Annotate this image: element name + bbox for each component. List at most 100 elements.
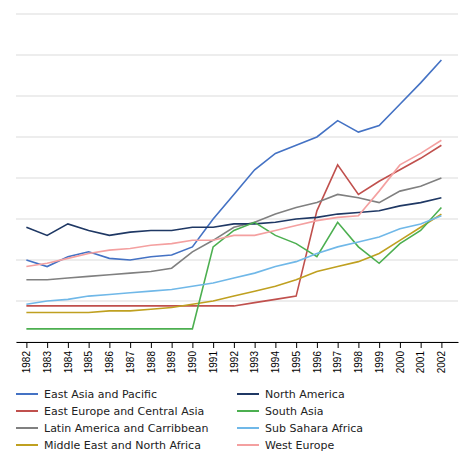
x-tick: 1997 (332, 342, 343, 373)
legend-label: East Europe and Central Asia (44, 405, 204, 418)
x-tick-label: 1982 (21, 351, 32, 374)
x-tick: 1995 (291, 342, 302, 373)
x-tick: 1996 (312, 342, 323, 373)
x-tick-label: 1996 (312, 351, 323, 374)
x-tick-label: 1991 (208, 351, 219, 374)
x-tick-mark (441, 342, 442, 348)
x-axis-line (17, 342, 459, 343)
legend-item: East Europe and Central Asia (16, 405, 204, 418)
x-tick: 1992 (229, 342, 240, 373)
x-tick-label: 1987 (125, 351, 136, 374)
x-tick-label: 1997 (332, 351, 343, 374)
x-tick-label: 1990 (187, 351, 198, 374)
legend-item: Latin America and Carribbean (16, 422, 209, 435)
legend-swatch (237, 427, 259, 429)
x-tick-mark (130, 342, 131, 348)
legend-item: South Asia (237, 405, 324, 418)
x-tick-mark (213, 342, 214, 348)
plot: 1982 1983 1984 1985 1986 1987 1988 1989 1990 1991… (16, 14, 459, 373)
x-tick: 1988 (146, 342, 157, 373)
x-tick-label: 1994 (270, 351, 281, 374)
grid-line (16, 178, 458, 179)
x-tick-mark (192, 342, 193, 348)
legend-swatch (16, 444, 38, 446)
x-tick-mark (358, 342, 359, 348)
x-tick-mark (400, 342, 401, 348)
x-tick: 1993 (249, 342, 260, 373)
x-tick-mark (109, 342, 110, 348)
x-tick: 2001 (415, 342, 426, 373)
x-tick-mark (26, 342, 27, 348)
series-line (26, 145, 441, 306)
x-tick-label: 2002 (436, 351, 447, 374)
x-tick-mark (275, 342, 276, 348)
x-tick-label: 1993 (249, 351, 260, 374)
x-tick: 1990 (187, 342, 198, 373)
legend-label: Sub Sahara Africa (265, 422, 363, 435)
legend-swatch (16, 410, 38, 412)
legend-swatch (16, 427, 38, 429)
x-tick-label: 1992 (229, 351, 240, 374)
x-tick: 1982 (21, 342, 32, 373)
x-tick: 1983 (42, 342, 53, 373)
x-tick: 1991 (208, 342, 219, 373)
x-tick-label: 2000 (395, 351, 406, 374)
legend-item: North America (237, 388, 345, 401)
x-tick: 1987 (125, 342, 136, 373)
legend-item: Sub Sahara Africa (237, 422, 363, 435)
grid-line (16, 96, 458, 97)
legend-swatch (237, 410, 259, 412)
x-tick-mark (89, 342, 90, 348)
legend-item: West Europe (237, 439, 334, 452)
x-tick: 2002 (436, 342, 447, 373)
x-tick-mark (151, 342, 152, 348)
series-line (26, 208, 441, 329)
series-line (26, 60, 441, 267)
x-tick-label: 2001 (415, 351, 426, 374)
grid (16, 14, 458, 342)
x-tick-mark (421, 342, 422, 348)
grid-line (16, 342, 458, 343)
x-tick: 1984 (63, 342, 74, 373)
legend-item: Middle East and North Africa (16, 439, 201, 452)
legend-swatch (237, 444, 259, 446)
lines (26, 60, 441, 329)
x-tick-label: 1995 (291, 351, 302, 374)
legend-label: North America (265, 388, 345, 401)
legend-label: South Asia (265, 405, 324, 418)
x-tick-mark (317, 342, 318, 348)
grid-line (16, 137, 458, 138)
x-tick-mark (379, 342, 380, 348)
x-tick-label: 1985 (83, 351, 94, 374)
x-tick-mark (338, 342, 339, 348)
x-tick-mark (47, 342, 48, 348)
x-axis: 1982 1983 1984 1985 1986 1987 1988 1989 1990 1991… (17, 342, 459, 373)
series-line (26, 216, 441, 305)
x-tick: 1999 (374, 342, 385, 373)
chart: 1982 1983 1984 1985 1986 1987 1988 1989 1990 1991… (0, 0, 474, 474)
x-tick-mark (296, 342, 297, 348)
legend: East Asia and Pacific East Europe and Cen… (16, 388, 363, 452)
grid-line (16, 55, 458, 56)
x-tick-label: 1989 (166, 351, 177, 374)
x-tick-label: 1988 (146, 351, 157, 374)
series-line (26, 178, 441, 280)
x-tick-label: 1986 (104, 351, 115, 374)
grid-line (16, 14, 458, 15)
x-tick-mark (255, 342, 256, 348)
grid-line (16, 260, 458, 261)
legend-swatch (237, 393, 259, 395)
x-tick-label: 1998 (353, 351, 364, 374)
x-tick: 2000 (395, 342, 406, 373)
legend-swatch (16, 393, 38, 395)
x-tick: 1994 (270, 342, 281, 373)
x-tick: 1998 (353, 342, 364, 373)
series-line (26, 140, 441, 266)
x-tick-label: 1984 (63, 351, 74, 374)
x-tick: 1985 (83, 342, 94, 373)
legend-label: Middle East and North Africa (44, 439, 201, 452)
x-tick-mark (234, 342, 235, 348)
legend-item: East Asia and Pacific (16, 388, 157, 401)
legend-label: Latin America and Carribbean (44, 422, 209, 435)
x-tick-label: 1983 (42, 351, 53, 374)
